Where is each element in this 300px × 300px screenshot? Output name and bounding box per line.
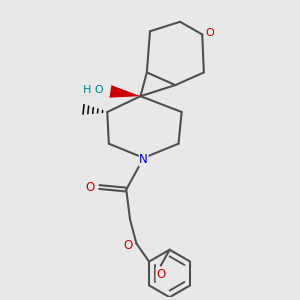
- Text: N: N: [139, 153, 148, 166]
- Text: O: O: [85, 181, 94, 194]
- Text: H O: H O: [83, 85, 103, 95]
- Polygon shape: [110, 85, 140, 98]
- Text: O: O: [123, 239, 132, 252]
- Text: O: O: [206, 28, 214, 38]
- Text: O: O: [156, 268, 165, 281]
